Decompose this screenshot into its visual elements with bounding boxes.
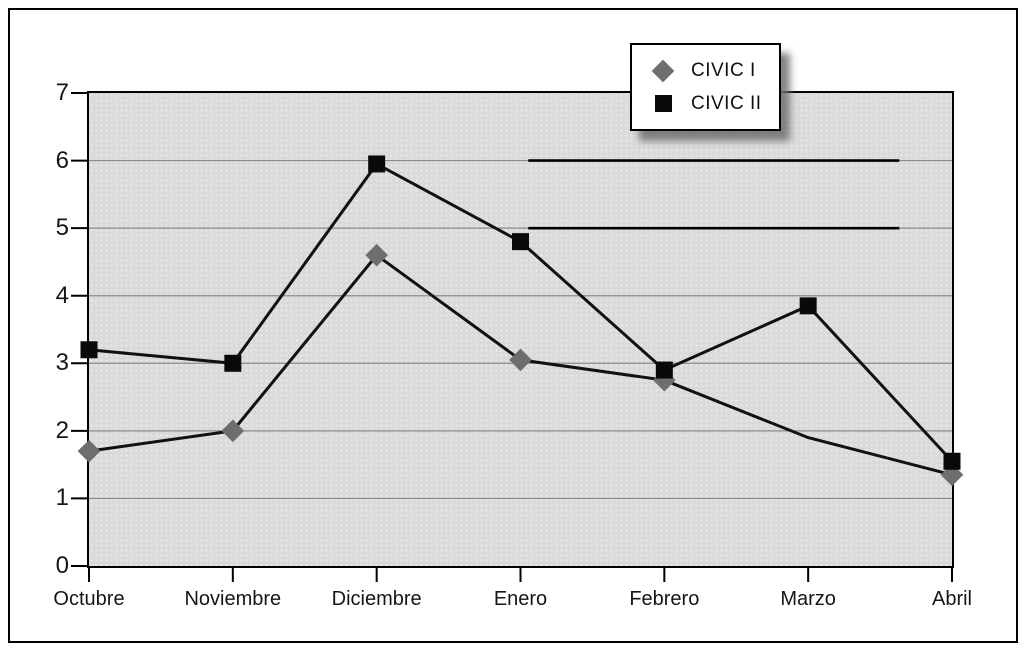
data-point-square-noviembre	[224, 354, 242, 372]
x-axis-label-enero: Enero	[493, 588, 548, 610]
y-axis-label-2: 2	[55, 416, 69, 444]
diamond-marker-icon	[651, 59, 675, 82]
data-point-square-enero	[512, 233, 529, 251]
y-axis-label-6: 6	[55, 146, 69, 174]
data-point-square-febrero	[655, 361, 673, 379]
data-point-square-octubre	[80, 341, 98, 359]
square-marker-icon	[654, 95, 672, 112]
y-axis-label-7: 7	[55, 79, 69, 106]
y-axis-label-4: 4	[55, 281, 69, 309]
x-axis-label-noviembre: Noviembre	[184, 588, 282, 610]
legend-item-civic-i: CIVIC I	[650, 58, 779, 84]
data-point-square-diciembre	[368, 155, 386, 173]
legend-marker-box	[650, 95, 676, 112]
x-axis-label-diciembre: Diciembre	[331, 588, 422, 610]
y-axis-label-1: 1	[55, 484, 69, 512]
data-point-square-marzo	[799, 297, 817, 315]
y-axis-label-5: 5	[55, 214, 69, 242]
x-axis-label-octubre: Octubre	[53, 588, 125, 610]
x-axis-label-marzo: Marzo	[780, 588, 836, 610]
legend: CIVIC I CIVIC II	[630, 43, 781, 131]
data-point-diamond-octubre	[77, 439, 101, 463]
x-axis-label-febrero: Febrero	[629, 588, 700, 610]
y-axis-label-0: 0	[55, 552, 69, 579]
x-axis-label-abril: Abril	[931, 588, 972, 610]
legend-label-civic-i: CIVIC I	[691, 59, 756, 81]
y-axis-label-3: 3	[55, 349, 69, 377]
legend-marker-box	[650, 59, 676, 82]
data-point-square-abril	[943, 452, 961, 470]
legend-label-civic-ii: CIVIC II	[691, 92, 762, 114]
legend-item-civic-ii: CIVIC II	[650, 91, 779, 117]
data-point-diamond-enero	[509, 348, 532, 372]
series-line-civic-ii	[88, 162, 954, 463]
